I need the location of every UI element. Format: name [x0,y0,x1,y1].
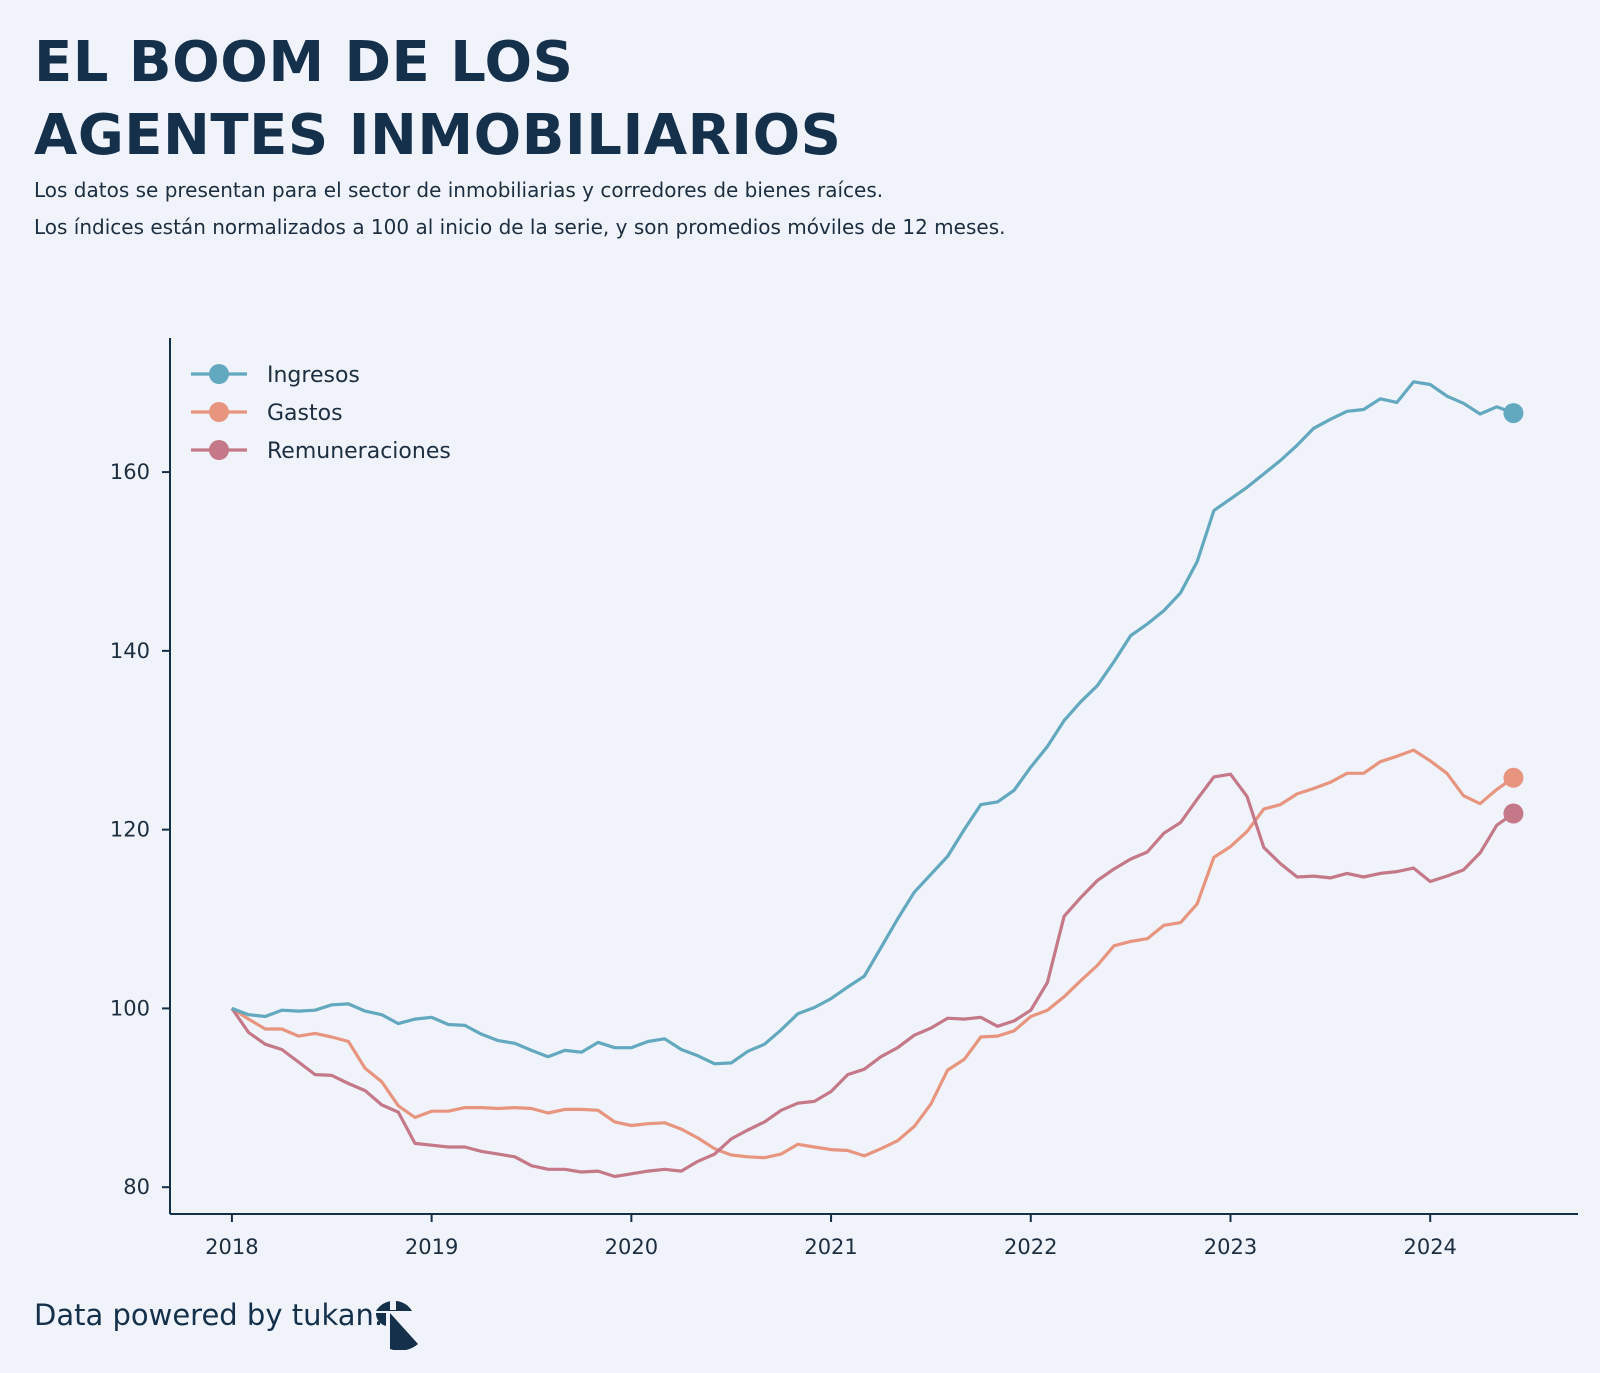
x-tick-label: 2018 [205,1235,258,1259]
series-line-ingresos [231,380,1514,1066]
x-tick-label: 2024 [1403,1235,1456,1259]
legend-label-ingresos: Ingresos [267,363,360,388]
chart-title: EL BOOM DE LOS AGENTES INMOBILIARIOS [34,26,842,172]
x-tick-label: 2019 [405,1235,458,1259]
y-tick-label: 100 [110,996,150,1020]
x-tick-label: 2022 [1004,1235,1057,1259]
y-tick-label: 80 [123,1175,150,1199]
y-tick-label: 120 [110,818,150,842]
y-tick-label: 140 [110,639,150,663]
x-tick-label: 2023 [1204,1235,1257,1259]
tukan-logo-icon [375,1296,418,1350]
series-endpoint-ingresos [1503,403,1524,424]
chart-legend: Ingresos Gastos Remuneraciones [191,363,451,464]
chart-axes: 80 100 120 140 160 2018 2019 2020 2021 2022 2023 20… [110,338,1578,1259]
x-tick-label: 2021 [804,1235,857,1259]
chart-title-line-2: AGENTES INMOBILIARIOS [34,103,842,168]
legend-label-remuneraciones: Remuneraciones [267,439,451,464]
chart-title-line-1: EL BOOM DE LOS [34,30,574,95]
chart-subtitle-line-2: Los índices están normalizados a 100 al … [34,215,1006,239]
legend-marker-gastos [209,402,229,422]
footer-credit: Data powered by tukan. [34,1298,384,1332]
legend-label-gastos: Gastos [267,401,343,426]
series-line-gastos [231,748,1515,1160]
legend-marker-ingresos [209,364,229,384]
line-chart: 80 100 120 140 160 2018 2019 2020 2021 2022 2023 20… [110,338,1578,1259]
series-line-remuneraciones [230,772,1515,1179]
series-endpoint-gastos [1503,767,1524,788]
chart-subtitle: Los datos se presentan para el sector de… [34,172,1005,246]
x-tick-label: 2020 [605,1235,658,1259]
series-endpoint-remuneraciones [1503,803,1524,824]
legend-marker-remuneraciones [209,440,229,460]
chart-series [230,380,1524,1179]
y-tick-label: 160 [110,460,150,484]
chart-subtitle-line-1: Los datos se presentan para el sector de… [34,178,884,202]
